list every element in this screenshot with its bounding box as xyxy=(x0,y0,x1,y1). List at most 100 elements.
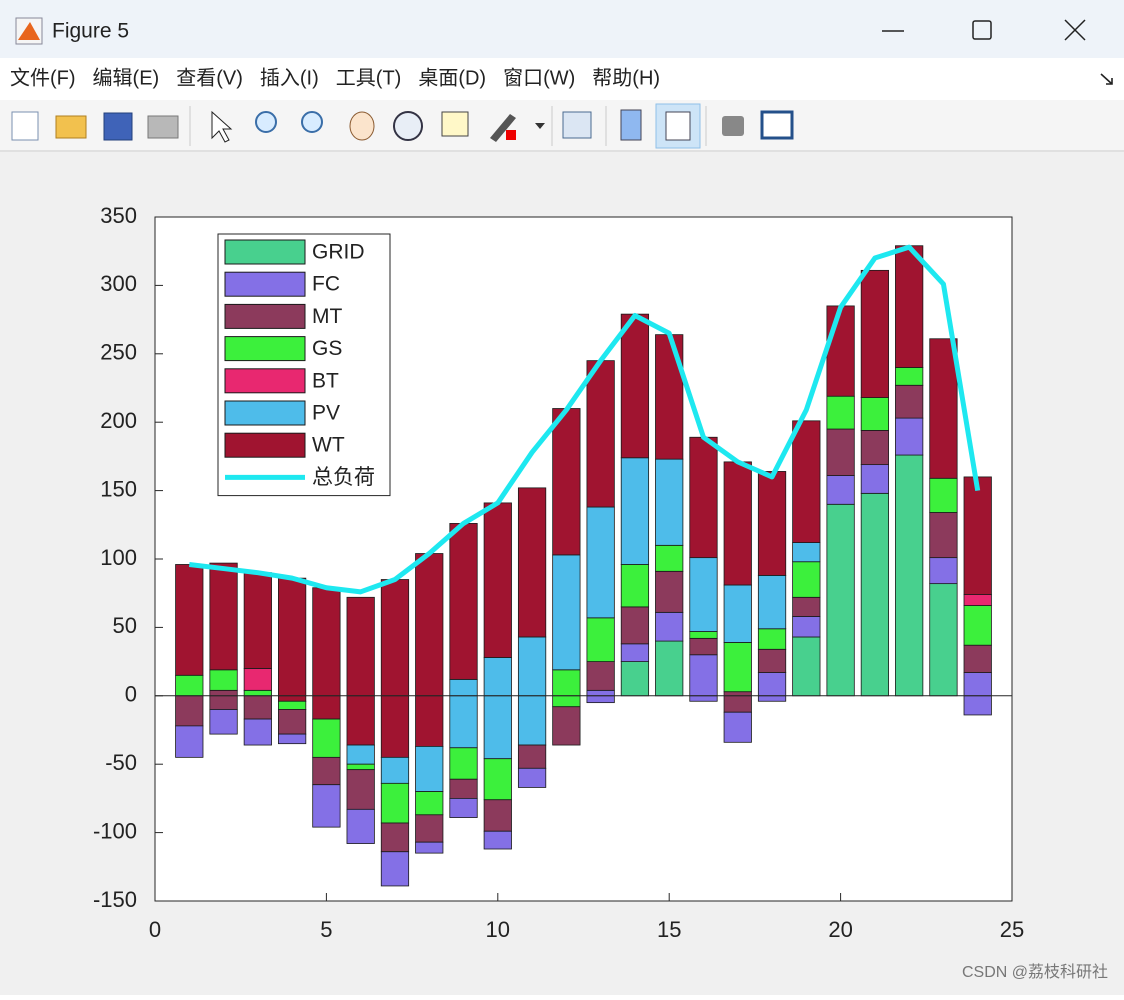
bar-segment xyxy=(483,830,512,850)
bar-segment xyxy=(826,395,855,430)
bar-segment xyxy=(209,562,238,671)
bar-segment xyxy=(860,464,889,494)
toolbar xyxy=(0,100,1124,150)
bar-segment xyxy=(792,616,821,638)
x-tick-label: 15 xyxy=(657,917,681,942)
bar-segment xyxy=(415,553,444,697)
legend-swatch xyxy=(224,239,306,265)
bar-segment xyxy=(552,669,581,697)
bar-segment xyxy=(312,784,341,828)
menu-bar xyxy=(0,58,1124,100)
dock-arrow[interactable] xyxy=(1100,73,1113,85)
bar-segment xyxy=(757,648,787,673)
bar-segment xyxy=(449,747,478,780)
bar-segment xyxy=(243,718,272,746)
bar-segment xyxy=(586,360,615,508)
menu-item[interactable]: 帮助(H) xyxy=(592,66,660,89)
legend-label: GS xyxy=(312,337,342,360)
x-tick-label: 20 xyxy=(828,917,852,942)
menu-item[interactable]: 编辑(E) xyxy=(93,66,160,89)
bar-segment xyxy=(895,245,924,368)
bar-segment xyxy=(860,269,889,398)
bar-segment xyxy=(380,851,410,887)
menu-item[interactable]: 窗口(W) xyxy=(503,66,575,89)
legend-swatch xyxy=(224,303,306,329)
bar-segment xyxy=(723,711,752,743)
menu-item[interactable]: 插入(I) xyxy=(260,66,319,89)
dock-icon[interactable] xyxy=(760,110,794,140)
bar-segment xyxy=(243,668,272,691)
bar-segment xyxy=(689,654,718,697)
bar-segment xyxy=(860,492,889,697)
save-icon[interactable] xyxy=(103,112,133,141)
zoom-out-icon[interactable] xyxy=(301,111,323,133)
bar-segment xyxy=(586,695,615,704)
bar-segment xyxy=(895,454,924,697)
bar-segment xyxy=(312,718,341,758)
bar-segment xyxy=(415,791,444,816)
bar-segment xyxy=(517,487,547,638)
brush-dropdown[interactable] xyxy=(535,123,545,129)
bar-segment xyxy=(963,605,992,646)
bar-segment xyxy=(346,808,375,844)
bar-segment xyxy=(586,617,615,662)
bar-segment xyxy=(723,695,752,713)
link-icon[interactable] xyxy=(562,111,592,139)
bar-segment xyxy=(963,644,992,673)
menu-item[interactable]: 文件(F) xyxy=(10,66,76,89)
legend-swatch xyxy=(224,271,306,297)
close-button[interactable] xyxy=(1064,19,1086,41)
bar-segment xyxy=(655,458,684,546)
zoom-in-icon[interactable] xyxy=(255,111,277,133)
window-title: Figure 5 xyxy=(52,20,129,43)
bar-segment xyxy=(380,579,410,697)
bar-segment xyxy=(552,408,581,556)
bar-segment xyxy=(346,769,375,810)
bar-segment xyxy=(826,305,855,397)
colorbar-icon[interactable] xyxy=(620,109,642,141)
bar-segment xyxy=(757,628,787,650)
bar-segment xyxy=(757,575,787,630)
menu-item[interactable]: 桌面(D) xyxy=(418,66,486,89)
datatip-icon[interactable] xyxy=(441,111,469,137)
new-icon[interactable] xyxy=(11,111,39,141)
y-tick-label: 100 xyxy=(100,545,137,570)
open-icon[interactable] xyxy=(55,115,87,139)
legend-label: WT xyxy=(312,434,345,457)
menu-item[interactable]: 查看(V) xyxy=(176,66,243,89)
pan-icon[interactable] xyxy=(349,111,375,141)
maximize-button[interactable] xyxy=(972,20,992,40)
bar-segment xyxy=(723,461,752,586)
pointer-icon[interactable] xyxy=(211,110,233,143)
rotate-icon[interactable] xyxy=(393,111,423,141)
bar-segment xyxy=(209,709,238,735)
bar-segment xyxy=(278,695,307,702)
bar-segment xyxy=(620,564,650,608)
bar-segment xyxy=(380,756,410,784)
bar-segment xyxy=(860,430,889,466)
bar-segment xyxy=(517,767,547,788)
bar-segment xyxy=(689,637,718,656)
load-line xyxy=(188,244,981,595)
bar-segment xyxy=(860,397,889,431)
legend-swatch xyxy=(224,432,306,458)
toolbar-icons xyxy=(11,103,794,149)
bar-segment xyxy=(963,476,992,595)
bar-segment xyxy=(655,611,684,642)
bar-segment xyxy=(483,758,512,801)
brush-icon[interactable] xyxy=(490,114,516,142)
y-tick-label: 200 xyxy=(100,408,137,433)
bar-segment xyxy=(723,642,752,693)
bar-segment xyxy=(483,695,512,760)
legend-label: BT xyxy=(312,369,339,392)
bar-segment xyxy=(895,384,924,419)
legend-swatch xyxy=(224,368,306,394)
bar-segment xyxy=(243,695,272,720)
bar-segment xyxy=(312,587,341,697)
print-icon[interactable] xyxy=(147,115,179,139)
bar-segment xyxy=(175,564,204,676)
menu-item[interactable]: 工具(T) xyxy=(336,67,402,89)
bar-segment xyxy=(689,557,718,632)
hide-tools-icon[interactable] xyxy=(722,116,744,136)
bar-segment xyxy=(243,689,272,697)
